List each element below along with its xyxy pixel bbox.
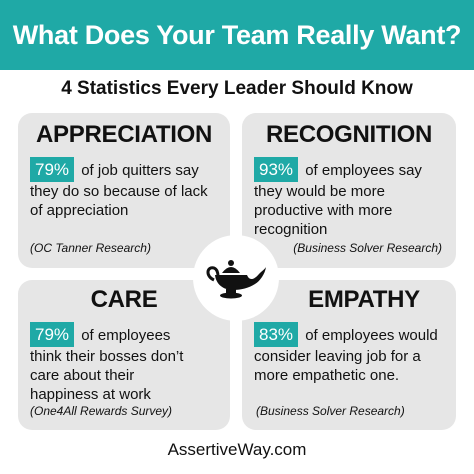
- card-heading: APPRECIATION: [36, 121, 212, 148]
- percent-badge: 83%: [254, 322, 299, 347]
- source-citation: (Business Solver Research): [293, 241, 442, 255]
- percent-badge: 79%: [30, 157, 75, 182]
- care-card: CARE 79% of employees think their bosses…: [18, 280, 230, 430]
- empathy-card: EMPATHY 83% of employees would consider …: [242, 280, 456, 430]
- stat-text: of employees think their bosses don’t ca…: [30, 327, 184, 403]
- title-banner: What Does Your Team Really Want?: [0, 0, 474, 70]
- card-stat: 93% of employees say they would be more …: [242, 157, 456, 239]
- card-stat: 79% of employees think their bosses don’…: [18, 322, 230, 404]
- stat-text: of employees say they would be more prod…: [254, 162, 422, 238]
- source-citation: (One4All Rewards Survey): [30, 404, 173, 418]
- center-emblem: [193, 235, 279, 321]
- recognition-card: RECOGNITION 93% of employees say they wo…: [242, 113, 456, 268]
- page-title: What Does Your Team Really Want?: [12, 19, 462, 50]
- card-heading: RECOGNITION: [265, 121, 433, 148]
- footer-website: AssertiveWay.com: [167, 440, 307, 459]
- card-stat: 79% of job quitters say they do so becau…: [18, 157, 230, 220]
- source-citation: (Business Solver Research): [256, 404, 405, 418]
- page-subtitle: 4 Statistics Every Leader Should Know: [61, 78, 413, 99]
- stat-text: of job quitters say they do so because o…: [30, 162, 208, 219]
- stat-text: of employees would consider leaving job …: [254, 327, 438, 384]
- card-stat: 83% of employees would consider leaving …: [242, 322, 456, 385]
- appreciation-card: APPRECIATION 79% of job quitters say the…: [18, 113, 230, 268]
- percent-badge: 79%: [30, 322, 75, 347]
- card-heading: EMPATHY: [308, 286, 420, 313]
- source-citation: (OC Tanner Research): [30, 241, 151, 255]
- card-heading: CARE: [90, 286, 158, 313]
- magic-lamp-icon: [206, 260, 266, 299]
- percent-badge: 93%: [254, 157, 299, 182]
